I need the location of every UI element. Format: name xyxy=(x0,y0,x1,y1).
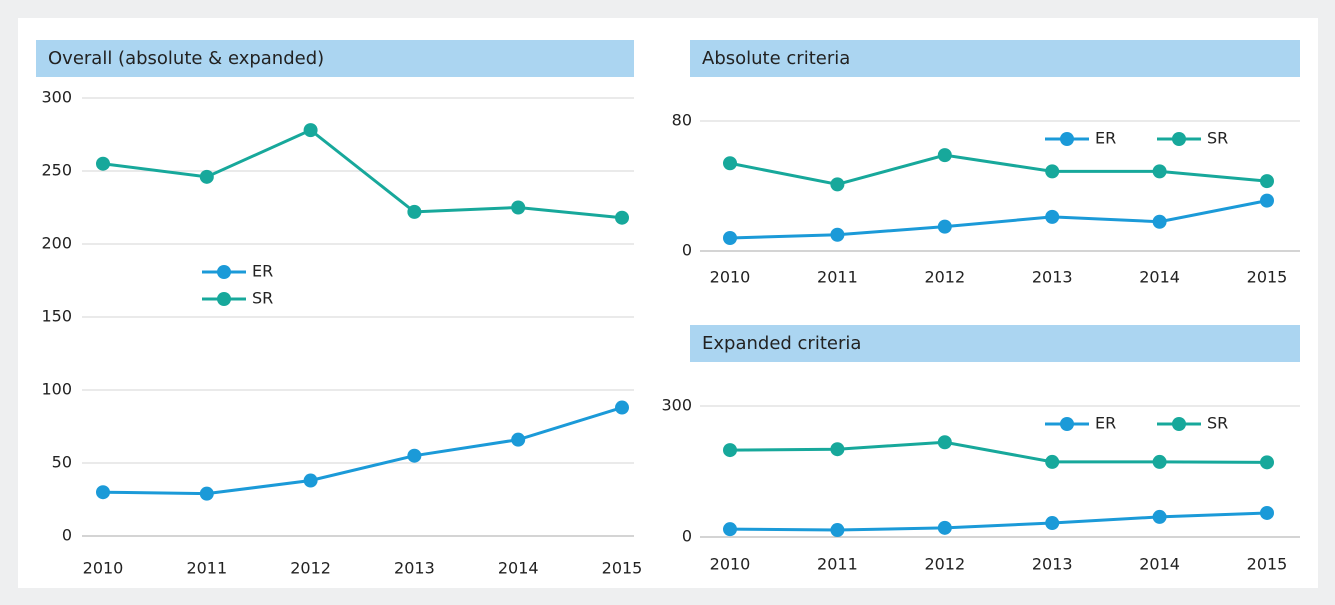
series-line xyxy=(102,128,623,220)
data-point xyxy=(723,522,737,537)
y-tick-label: 300 xyxy=(661,396,692,415)
title-bar xyxy=(36,40,634,77)
y-tick-label: 50 xyxy=(52,453,72,472)
data-point xyxy=(1152,454,1167,469)
data-point xyxy=(723,443,737,458)
data-point xyxy=(1045,209,1060,224)
data-point xyxy=(303,473,318,488)
data-point xyxy=(1152,509,1167,524)
x-tick-label: 2011 xyxy=(817,555,858,574)
y-tick-label: 300 xyxy=(41,88,72,107)
data-point xyxy=(937,435,952,450)
data-point xyxy=(830,523,845,538)
x-tick-label: 2013 xyxy=(1032,555,1073,574)
x-tick-label: 2014 xyxy=(1139,268,1180,287)
legend-marker xyxy=(217,292,231,306)
data-point xyxy=(1045,516,1060,531)
data-point xyxy=(1045,164,1060,179)
series-line xyxy=(729,153,1268,186)
data-point xyxy=(96,156,110,171)
x-tick-label: 2015 xyxy=(1247,268,1288,287)
x-tick-label: 2010 xyxy=(710,555,751,574)
data-point xyxy=(615,400,629,415)
panel xyxy=(18,18,1318,588)
data-point xyxy=(199,169,214,184)
series-line xyxy=(729,511,1268,532)
legend-marker xyxy=(1172,417,1186,431)
x-tick-label: 2013 xyxy=(1032,268,1073,287)
y-tick-label: 0 xyxy=(62,526,72,545)
legend-marker xyxy=(217,265,231,279)
y-tick-label: 0 xyxy=(682,527,692,546)
data-point xyxy=(937,219,952,234)
data-point xyxy=(937,520,952,535)
x-tick-label: 2015 xyxy=(1247,555,1288,574)
y-tick-label: 200 xyxy=(41,234,72,253)
x-tick-label: 2015 xyxy=(602,559,643,578)
title-bar xyxy=(690,325,1300,362)
data-point xyxy=(723,231,737,245)
data-point xyxy=(511,200,526,215)
legend-label: ER xyxy=(1095,414,1116,433)
x-tick-label: 2010 xyxy=(710,268,751,287)
series-line xyxy=(729,440,1268,464)
y-tick-label: 80 xyxy=(672,111,692,130)
legend-marker xyxy=(1060,132,1074,146)
y-tick-label: 150 xyxy=(41,307,72,326)
data-point xyxy=(1152,164,1167,179)
data-point xyxy=(1260,193,1274,208)
x-tick-label: 2014 xyxy=(498,559,539,578)
data-point xyxy=(830,177,845,192)
x-tick-label: 2014 xyxy=(1139,555,1180,574)
data-point xyxy=(937,148,952,163)
data-point xyxy=(615,210,629,225)
y-tick-label: 250 xyxy=(41,161,72,180)
series-line xyxy=(729,199,1268,240)
data-point xyxy=(830,442,845,457)
data-point xyxy=(199,486,214,501)
data-point xyxy=(1152,214,1167,229)
legend-label: SR xyxy=(1207,129,1228,148)
data-point xyxy=(303,123,318,138)
legend-label: SR xyxy=(252,289,273,308)
y-tick-label: 0 xyxy=(682,241,692,260)
x-tick-label: 2011 xyxy=(817,268,858,287)
x-tick-label: 2013 xyxy=(394,559,435,578)
x-tick-label: 2011 xyxy=(186,559,227,578)
x-tick-label: 2012 xyxy=(924,555,965,574)
legend-marker xyxy=(1172,132,1186,146)
data-point xyxy=(511,432,526,447)
data-point xyxy=(1260,505,1274,520)
title-bar xyxy=(690,40,1300,77)
series-line xyxy=(102,406,623,496)
chart-title: Expanded criteria xyxy=(702,333,861,354)
legend-label: ER xyxy=(1095,129,1116,148)
data-point xyxy=(407,204,422,219)
chart-title: Overall (absolute & expanded) xyxy=(48,48,324,69)
data-point xyxy=(1260,174,1274,189)
data-point xyxy=(830,227,845,242)
x-tick-label: 2012 xyxy=(924,268,965,287)
legend-label: SR xyxy=(1207,414,1228,433)
data-point xyxy=(96,485,110,500)
data-point xyxy=(1260,455,1274,470)
legend-marker xyxy=(1060,417,1074,431)
data-point xyxy=(407,448,422,463)
data-point xyxy=(1045,454,1060,469)
chart-title: Absolute criteria xyxy=(702,48,850,69)
legend-label: ER xyxy=(252,262,273,281)
x-tick-label: 2012 xyxy=(290,559,331,578)
y-tick-label: 100 xyxy=(41,380,72,399)
x-tick-label: 2010 xyxy=(83,559,124,578)
data-point xyxy=(723,156,737,171)
